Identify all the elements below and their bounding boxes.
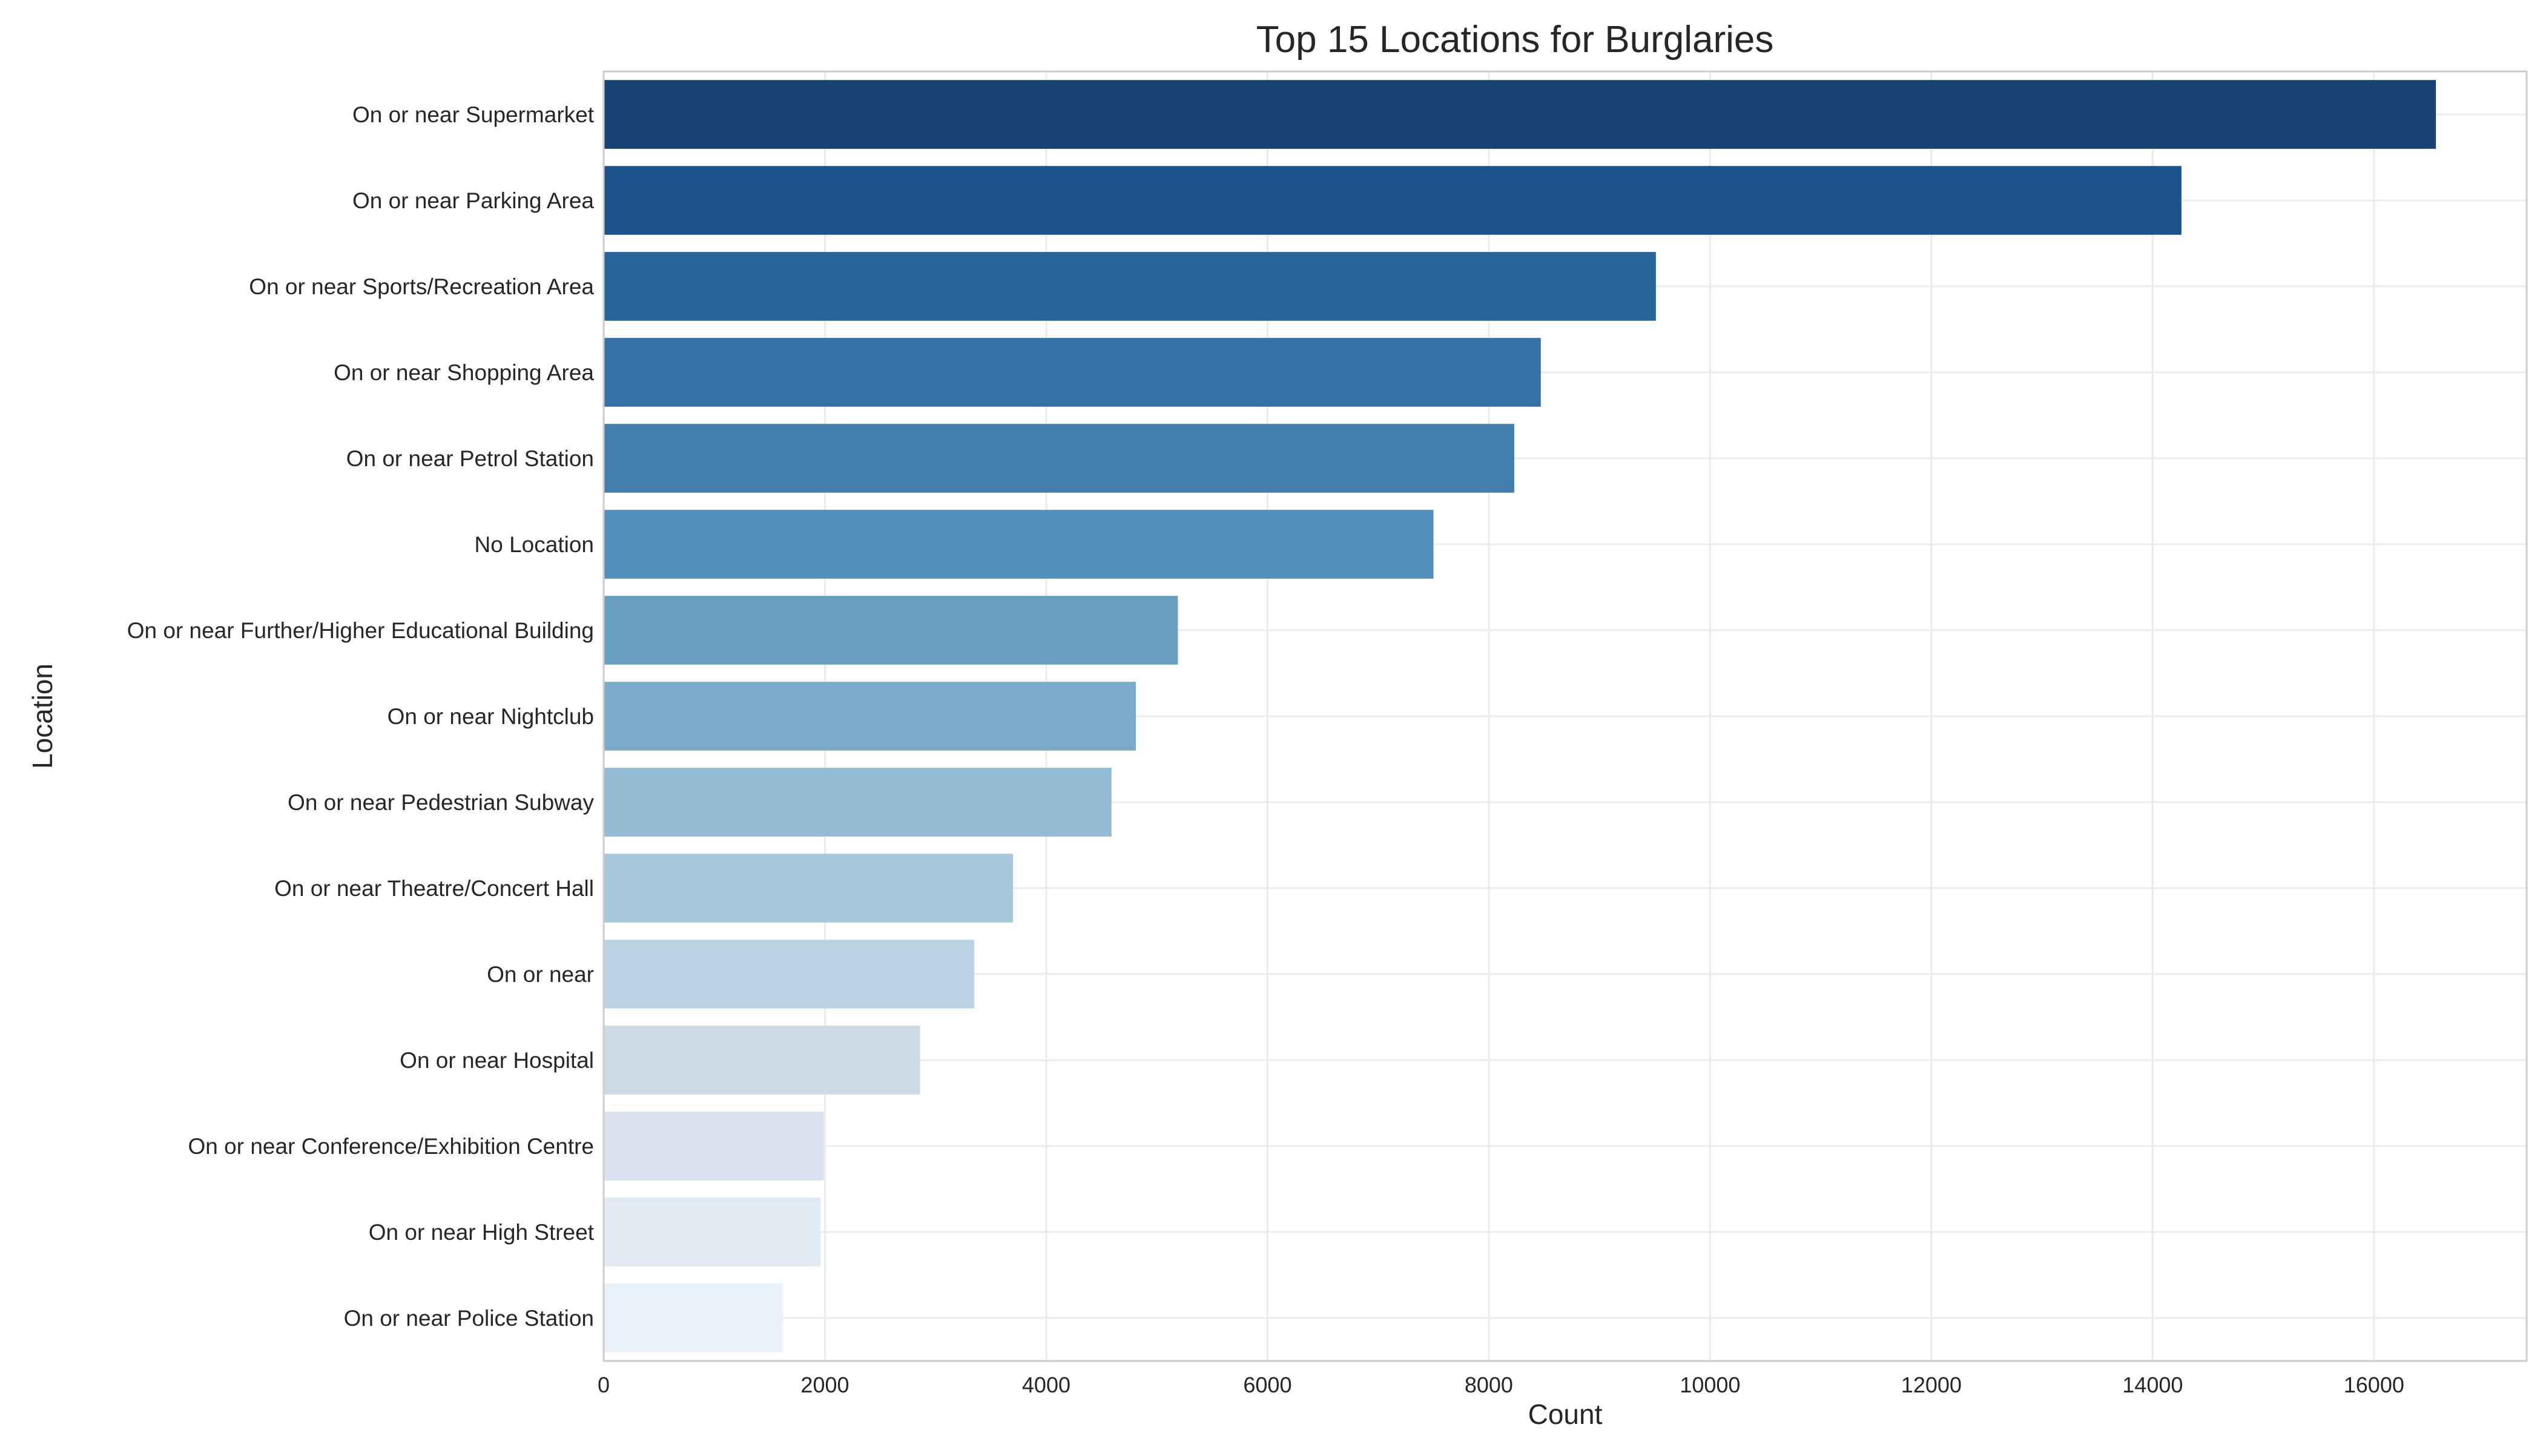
bar <box>604 338 1541 407</box>
y-tick-label: On or near Shopping Area <box>334 360 594 385</box>
x-tick-label: 4000 <box>1022 1372 1070 1397</box>
y-tick-label: On or near Theatre/Concert Hall <box>274 876 594 901</box>
bar <box>604 80 2436 149</box>
y-axis-label: Location <box>27 664 58 769</box>
x-tick-label: 2000 <box>800 1372 849 1397</box>
bar <box>604 166 2182 235</box>
bar <box>604 768 1112 837</box>
y-tick-label: On or near <box>487 962 594 987</box>
bar <box>604 682 1136 751</box>
y-tick-label: On or near Hospital <box>400 1048 594 1073</box>
y-tick-label: On or near Petrol Station <box>346 446 594 471</box>
plot-frame <box>602 70 2528 1362</box>
y-tick-label: On or near Parking Area <box>352 188 594 213</box>
bar <box>604 1026 920 1095</box>
x-tick-label: 10000 <box>1680 1372 1740 1397</box>
bar <box>604 1283 783 1352</box>
x-tick-label: 6000 <box>1243 1372 1291 1397</box>
x-axis-label: Count <box>1528 1398 1603 1430</box>
bar <box>604 1112 824 1181</box>
x-tick-label: 12000 <box>1901 1372 1962 1397</box>
y-tick-label: On or near Police Station <box>344 1306 594 1331</box>
y-tick-label: On or near Conference/Exhibition Centre <box>188 1134 594 1159</box>
bar <box>604 940 975 1009</box>
x-tick-label: 14000 <box>2122 1372 2183 1397</box>
y-tick-label: On or near Nightclub <box>388 704 594 729</box>
y-tick-label: On or near Pedestrian Subway <box>288 790 594 815</box>
axis-ticks: 0 2000 4000 6000 8000 10000 12000 14000 16000 On … <box>127 102 2404 1397</box>
y-tick-label: No Location <box>475 532 594 557</box>
bar <box>604 1197 821 1267</box>
y-tick-label: On or near High Street <box>369 1220 595 1245</box>
y-tick-label: On or near Sports/Recreation Area <box>249 274 594 299</box>
bar <box>604 596 1178 665</box>
bar <box>604 424 1514 493</box>
bars <box>604 80 2436 1352</box>
y-tick-label: On or near Supermarket <box>352 102 595 127</box>
x-tick-label: 16000 <box>2344 1372 2404 1397</box>
bar <box>604 854 1014 923</box>
y-tick-label: On or near Further/Higher Educational Bu… <box>127 618 594 643</box>
x-tick-label: 8000 <box>1465 1372 1513 1397</box>
x-tick-label: 0 <box>598 1372 610 1397</box>
bar <box>604 510 1434 579</box>
bar <box>604 252 1656 321</box>
chart-title: Top 15 Locations for Burglaries <box>1256 19 1774 61</box>
